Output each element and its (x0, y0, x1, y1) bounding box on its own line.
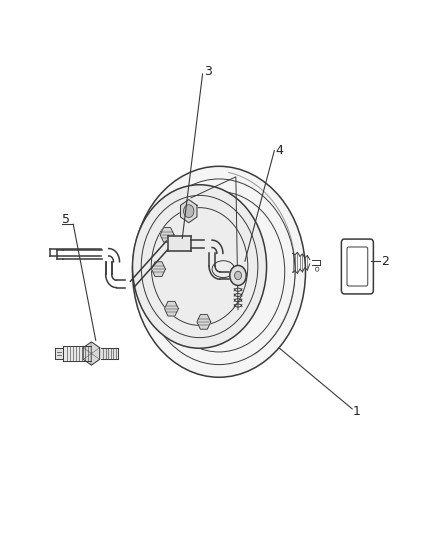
Text: 5: 5 (63, 213, 71, 225)
Text: 1: 1 (353, 405, 361, 418)
Circle shape (133, 166, 305, 377)
Circle shape (235, 271, 241, 280)
Circle shape (184, 205, 194, 217)
Circle shape (230, 265, 246, 286)
Polygon shape (180, 199, 197, 223)
Text: 2: 2 (381, 255, 389, 268)
Circle shape (315, 267, 319, 271)
Circle shape (133, 185, 267, 348)
Polygon shape (165, 301, 178, 316)
Polygon shape (197, 314, 211, 329)
Polygon shape (152, 262, 166, 277)
Text: 4: 4 (275, 144, 283, 157)
Polygon shape (160, 228, 174, 242)
Polygon shape (83, 342, 100, 365)
Text: 3: 3 (204, 65, 212, 78)
